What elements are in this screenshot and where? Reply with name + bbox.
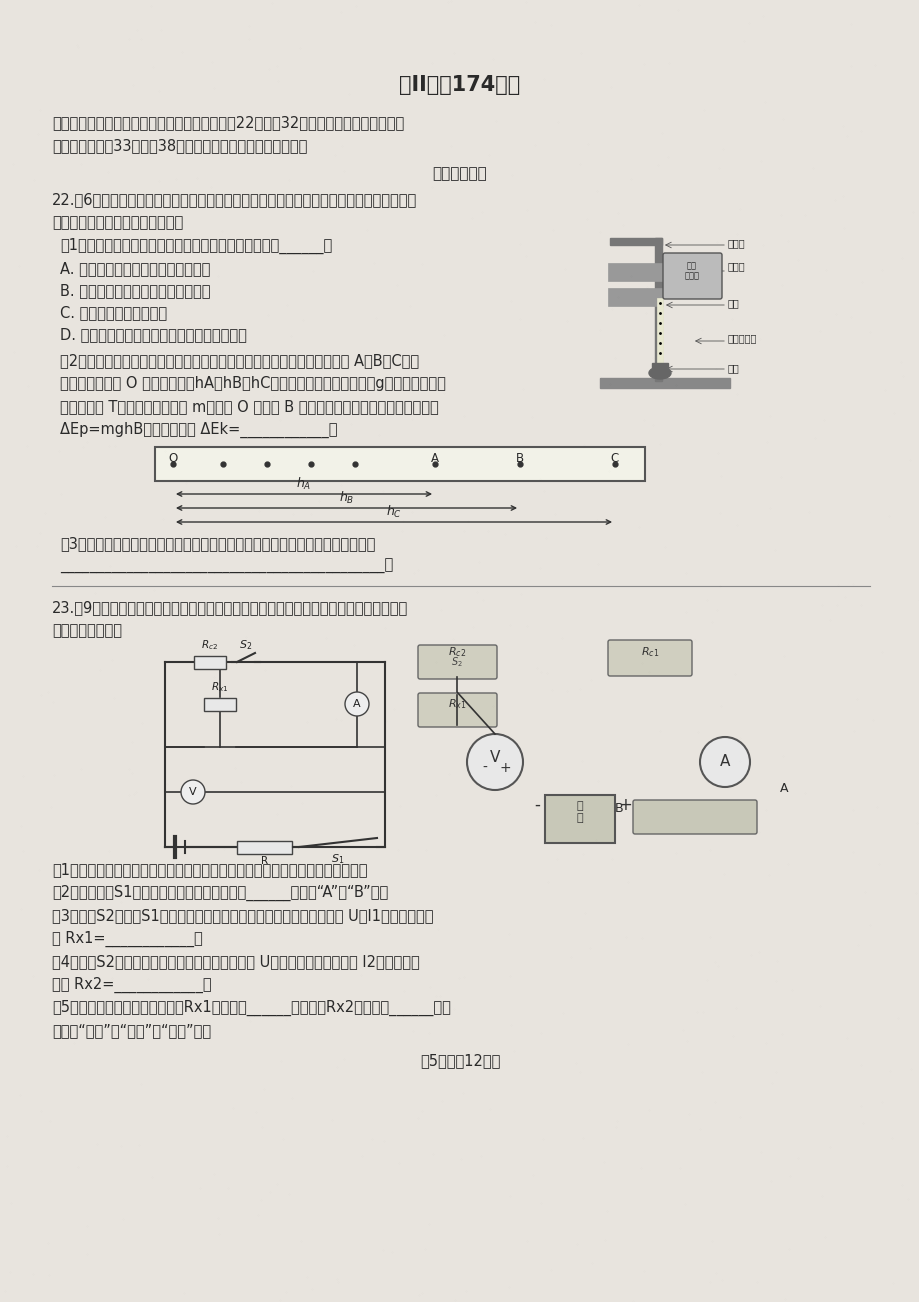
Text: A: A — [779, 783, 788, 796]
Text: +: + — [618, 796, 631, 814]
FancyBboxPatch shape — [632, 799, 756, 835]
Text: 点的周期为 T，设重物的质量为 m，从打 O 点到打 B 点的过程中，重物的重力势能减少量: 点的周期为 T，设重物的质量为 m，从打 O 点到打 B 点的过程中，重物的重力… — [60, 398, 438, 414]
Text: $h_C$: $h_C$ — [386, 504, 402, 519]
Text: 都必须作答。第33题～第38题为选考题，考生根据要求作答。: 都必须作答。第33题～第38题为选考题，考生根据要求作答。 — [52, 138, 307, 154]
Text: 电
池: 电 池 — [576, 801, 583, 823]
Text: $S_2$: $S_2$ — [239, 638, 253, 652]
Bar — [544, 796, 614, 842]
Text: $R_{c2}$: $R_{c2}$ — [201, 639, 219, 652]
Text: R: R — [261, 857, 268, 867]
Bar — [607, 263, 663, 281]
Circle shape — [699, 737, 749, 786]
Text: 限位孔: 限位孔 — [727, 260, 744, 271]
Text: $S_1$: $S_1$ — [331, 852, 345, 866]
Text: 得它们到起始点 O 的距离分别为hA、hB、hC。已知当地的重力加速度为g，打点计时器打: 得它们到起始点 O 的距离分别为hA、hB、hC。已知当地的重力加速度为g，打点… — [60, 376, 446, 391]
Text: V: V — [489, 750, 500, 766]
Text: 23.（9分）某同学利用如图所示电路测量两未知电阵阻值，两未知电阵的阻值比较接近，: 23.（9分）某同学利用如图所示电路测量两未知电阵阻值，两未知电阵的阻值比较接近… — [52, 600, 408, 615]
Text: A. 重物选用质量和密度较大的金属锤: A. 重物选用质量和密度较大的金属锤 — [60, 260, 210, 276]
FancyBboxPatch shape — [417, 693, 496, 727]
Text: 阵 Rx1=____________；: 阵 Rx1=____________； — [52, 931, 202, 947]
Bar — [237, 841, 292, 854]
Bar — [609, 238, 662, 245]
Text: 打点计时器: 打点计时器 — [727, 333, 756, 342]
Circle shape — [467, 734, 522, 790]
Bar — [654, 238, 662, 381]
Text: 电阵 Rx2=____________；: 电阵 Rx2=____________； — [52, 976, 211, 993]
Bar — [194, 655, 226, 668]
FancyBboxPatch shape — [607, 641, 691, 676]
Text: 纸带: 纸带 — [727, 298, 739, 309]
Text: 其操作过程如下：: 其操作过程如下： — [52, 622, 122, 638]
Text: $S_2$: $S_2$ — [450, 655, 462, 669]
Bar — [154, 447, 644, 480]
Text: ΔEp=mghB，动能变化量 ΔEk=____________。: ΔEp=mghB，动能变化量 ΔEk=____________。 — [60, 422, 337, 439]
Text: （一）必考题: （一）必考题 — [432, 165, 487, 181]
Text: 值（填“大于”、“等于”或“小于”）。: 值（填“大于”、“等于”或“小于”）。 — [52, 1023, 210, 1038]
Bar — [599, 378, 729, 388]
FancyBboxPatch shape — [663, 253, 721, 299]
Text: 铁架台: 铁架台 — [727, 238, 744, 247]
Bar — [204, 698, 236, 711]
Text: （3）大多数学生的实验结果显示，重力势能的减少量大于动能的增加量，原因是: （3）大多数学生的实验结果显示，重力势能的减少量大于动能的增加量，原因是 — [60, 536, 375, 551]
Text: -: - — [534, 796, 539, 814]
Text: B: B — [516, 452, 524, 465]
Text: （1）对于该实验，下列操作中对减小实验误差有利的是______；: （1）对于该实验，下列操作中对减小实验误差有利的是______； — [60, 238, 332, 254]
Bar — [654, 238, 662, 381]
Text: $h_A$: $h_A$ — [296, 477, 312, 492]
Text: （2）实验中，得到下图所示的一条纸带。在纸带上选取连续打出的三个点 A、B、C，测: （2）实验中，得到下图所示的一条纸带。在纸带上选取连续打出的三个点 A、B、C，… — [60, 353, 419, 368]
Text: -: - — [482, 760, 487, 775]
Text: $R_{c2}$: $R_{c2}$ — [448, 644, 466, 659]
Text: A: A — [719, 754, 730, 769]
Text: 第II卷（174分）: 第II卷（174分） — [399, 76, 520, 95]
Text: A: A — [430, 452, 438, 465]
Text: （2）闭合电键S1前，将滑动变阵器的滑片拨到______端（填“A”或“B”）；: （2）闭合电键S1前，将滑动变阵器的滑片拨到______端（填“A”或“B”）； — [52, 885, 388, 901]
Ellipse shape — [648, 367, 670, 379]
Circle shape — [181, 780, 205, 805]
Text: 22.（6分）如图所示，打点计时器固定在铁架台上，使重物带动纸带从静止开始自由下落，: 22.（6分）如图所示，打点计时器固定在铁架台上，使重物带动纸带从静止开始自由下… — [52, 191, 417, 207]
Text: A: A — [353, 699, 360, 710]
Text: O: O — [168, 452, 177, 465]
Text: 打点
计时器: 打点 计时器 — [684, 262, 698, 281]
Text: B. 两限位孔在同一終直面内上下对正: B. 两限位孔在同一終直面内上下对正 — [60, 283, 210, 298]
Text: $R_{c1}$: $R_{c1}$ — [641, 644, 658, 659]
Bar — [656, 298, 663, 370]
Text: $R_{x1}$: $R_{x1}$ — [211, 681, 229, 694]
Text: $h_B$: $h_B$ — [338, 490, 354, 506]
Text: $R_{x1}$: $R_{x1}$ — [448, 697, 466, 711]
Text: +: + — [499, 760, 510, 775]
Text: （4）闭合S2，调节滑动变阵器使电压表读数仍为 U，此时电流表的读数为 I2，可得待测: （4）闭合S2，调节滑动变阵器使电压表读数仍为 U，此时电流表的读数为 I2，可… — [52, 954, 419, 969]
Text: V: V — [189, 786, 197, 797]
Text: 三、非选择题：包括必考题和选考题两部分。第22题～第32题为必考题，每个试题考生: 三、非选择题：包括必考题和选考题两部分。第22题～第32题为必考题，每个试题考生 — [52, 115, 403, 130]
Text: D. 用手托稳重物，接通电源后，撤手释放重物: D. 用手托稳重物，接通电源后，撤手释放重物 — [60, 327, 246, 342]
Text: （3）断开S2，闭合S1，调节滑动变阵器到合适位置，两表读数分别为 U、I1，可知待测电: （3）断开S2，闭合S1，调节滑动变阵器到合适位置，两表读数分别为 U、I1，可… — [52, 907, 433, 923]
Text: B: B — [614, 802, 623, 815]
Text: 第5页（全12页）: 第5页（全12页） — [419, 1053, 500, 1068]
Text: C. 精确测量出重物的质量: C. 精确测量出重物的质量 — [60, 305, 167, 320]
Text: （5）考虑到电压表的内阵影响，Rx1的测量值______真实值，Rx2的测量值______真实: （5）考虑到电压表的内阵影响，Rx1的测量值______真实值，Rx2的测量值_… — [52, 1000, 450, 1016]
Text: 利用此装置验证机械能守恒定律。: 利用此装置验证机械能守恒定律。 — [52, 215, 183, 230]
Bar — [607, 288, 663, 306]
Text: C: C — [610, 452, 618, 465]
Bar — [652, 363, 667, 375]
Circle shape — [345, 691, 369, 716]
Text: （1）在实物图中，已正确连接了部分导线，请根据电路图完成剩余部分的连接；: （1）在实物图中，已正确连接了部分导线，请根据电路图完成剩余部分的连接； — [52, 862, 367, 878]
FancyBboxPatch shape — [417, 644, 496, 680]
Text: 重物: 重物 — [727, 363, 739, 372]
Text: ____________________________________________。: ________________________________________… — [60, 559, 392, 574]
